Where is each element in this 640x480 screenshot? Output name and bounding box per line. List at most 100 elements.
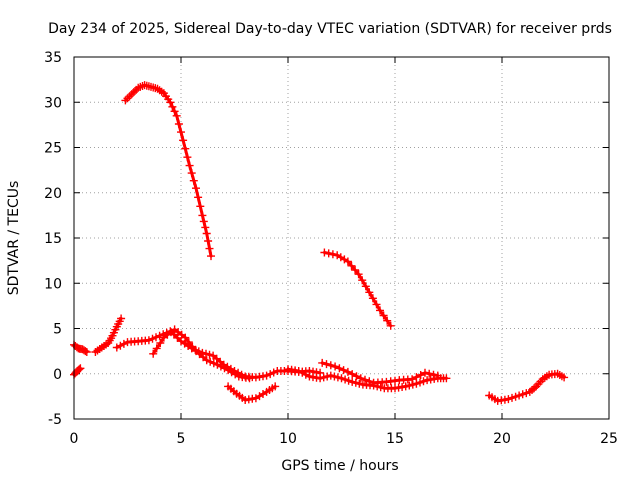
series-line: [151, 327, 251, 380]
data-point: [201, 223, 210, 232]
y-tick-label: -5: [48, 412, 62, 428]
y-tick-label: 10: [44, 276, 62, 292]
data-point: [419, 377, 428, 386]
data-point: [166, 98, 175, 107]
data-point: [515, 391, 524, 400]
data-point: [518, 390, 527, 399]
data-point: [76, 364, 85, 373]
data-point: [522, 389, 531, 398]
y-tick-label: 35: [44, 50, 62, 66]
data-point: [179, 136, 188, 145]
data-point: [343, 257, 352, 266]
data-point: [152, 333, 160, 342]
data-point: [401, 382, 410, 391]
data-point: [216, 362, 225, 371]
data-point: [181, 144, 190, 153]
data-point: [421, 368, 429, 377]
data-point: [81, 347, 90, 356]
data-point: [425, 369, 434, 378]
x-tick-label: 0: [70, 431, 79, 447]
series-arc-secondary-low: [149, 325, 254, 383]
data-point: [112, 343, 121, 352]
data-point: [207, 252, 215, 261]
data-point: [117, 314, 126, 323]
data-point: [326, 371, 335, 380]
data-point: [194, 193, 203, 202]
data-point: [405, 381, 414, 390]
data-point: [337, 374, 346, 383]
data-point: [298, 368, 307, 377]
data-point: [352, 372, 361, 381]
data-point: [416, 371, 425, 379]
data-point: [149, 349, 158, 358]
data-point: [188, 342, 197, 351]
chart-title: Day 234 of 2025, Sidereal Day-to-day VTE…: [48, 21, 612, 37]
data-point: [354, 270, 363, 279]
data-point: [202, 356, 211, 365]
x-tick-label: 5: [177, 431, 186, 447]
data-point: [170, 107, 179, 116]
y-tick-label: 25: [44, 141, 62, 157]
data-point: [330, 372, 339, 381]
data-point: [322, 360, 331, 369]
series-arc-spike: [91, 314, 126, 356]
data-point: [331, 362, 340, 371]
data-point: [206, 357, 215, 366]
data-point: [412, 373, 421, 382]
series-arc-mid-low-2: [318, 358, 442, 387]
grid: [74, 57, 609, 419]
data-point: [347, 261, 356, 270]
data-point: [262, 371, 271, 380]
data-point: [356, 374, 365, 383]
data-point: [152, 344, 161, 353]
y-tick-label: 30: [44, 95, 62, 111]
data-point: [504, 395, 513, 404]
data-point: [172, 111, 181, 120]
data-point: [187, 169, 196, 178]
data-point: [324, 249, 333, 258]
data-point: [294, 367, 303, 375]
y-tick-label: 20: [44, 186, 62, 202]
data-point: [344, 376, 353, 385]
series-arc-start-tail: [70, 364, 85, 379]
data-point: [185, 161, 194, 170]
data-point: [351, 266, 360, 274]
data-point: [376, 383, 385, 392]
data-point: [326, 361, 335, 370]
y-tick-label: 5: [53, 322, 62, 338]
data-point: [320, 248, 329, 257]
data-point: [318, 358, 327, 367]
x-tick-label: 15: [386, 431, 404, 447]
series-arc-high-early: [121, 81, 215, 261]
data-point: [319, 373, 328, 382]
series-arc-start-low: [70, 340, 91, 356]
data-point: [358, 276, 367, 285]
data-point: [168, 102, 177, 111]
data-point: [220, 364, 229, 373]
data-point: [376, 306, 384, 315]
data-point: [339, 366, 348, 375]
data-point: [355, 379, 364, 388]
data-point: [323, 372, 332, 381]
data-point: [365, 377, 374, 386]
data-point: [119, 339, 128, 348]
data-point: [343, 367, 352, 376]
data-point: [442, 374, 451, 383]
x-tick-label: 10: [279, 431, 297, 447]
data-point: [379, 311, 388, 320]
data-point: [386, 321, 395, 330]
data-point: [365, 288, 374, 297]
data-point: [408, 375, 417, 384]
data-point: [271, 382, 280, 391]
data-point: [189, 176, 198, 185]
data-point: [333, 373, 342, 382]
data-point: [429, 370, 438, 379]
data-point: [508, 393, 516, 402]
data-point: [177, 128, 185, 137]
data-point: [383, 316, 392, 325]
series-arc-late: [485, 369, 569, 405]
data-point: [209, 359, 218, 368]
data-point: [205, 350, 214, 359]
data-point: [82, 348, 91, 356]
